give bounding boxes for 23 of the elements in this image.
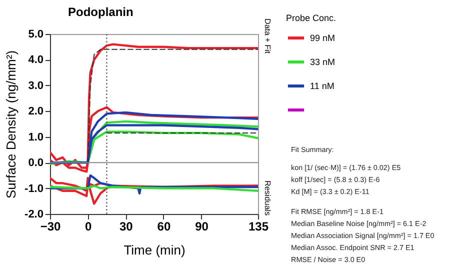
x-tick-label: 0 [84,220,92,234]
legend-label: 11 nM [310,81,334,91]
x-tick-label: 60 [157,220,171,234]
text: Residuals [263,180,272,216]
text: Data + Fit [263,18,272,54]
y-tick-label: 0.0 [28,157,44,170]
legend-label: 33 nM [310,57,336,67]
y-tick-label: -2.0 [24,208,44,220]
y-axis-title: Surface Density (ng/mm²) [4,50,19,199]
y-tick-label: 2.0 [28,106,44,118]
y-tick-label: 3.0 [28,80,44,92]
y-tick-label: -1.0 [24,182,44,195]
x-tick-label: 90 [195,220,209,234]
legend-title: Probe Conc. [286,13,336,23]
y-tick-label: 1.0 [28,131,44,144]
y-tick-label: 4.0 [28,54,44,66]
x-tick-label: −30 [40,220,61,234]
x-axis-title: Time (min) [124,242,186,258]
legend-label: 99 nM [310,33,336,43]
x-tick-label: 30 [119,220,134,234]
chart-title: Podoplanin [68,5,134,19]
x-tick-label: 135 [248,220,269,234]
y-tick-label: 5.0 [28,28,44,40]
